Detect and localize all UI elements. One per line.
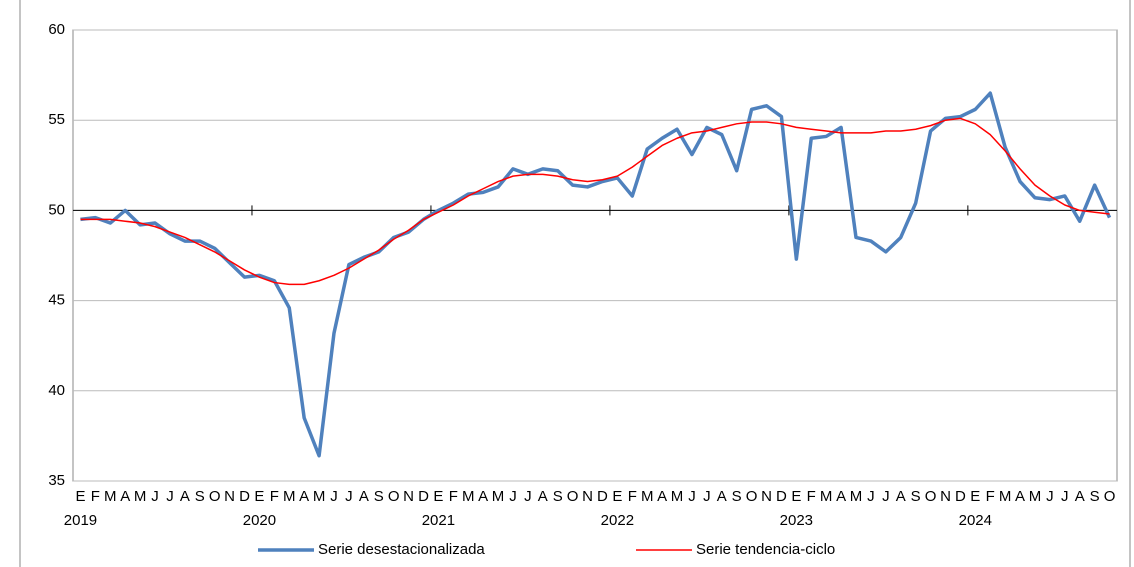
y-tick-label: 60: [48, 21, 65, 38]
x-tick-label: N: [224, 488, 235, 505]
x-tick-label: A: [180, 488, 190, 505]
x-tick-label: D: [776, 488, 787, 505]
x-tick-label: F: [270, 488, 279, 505]
x-tick-label: S: [374, 488, 384, 505]
x-tick-label: O: [925, 488, 937, 505]
x-tick-label: F: [91, 488, 100, 505]
x-tick-label: A: [120, 488, 130, 505]
x-tick-label: M: [671, 488, 684, 505]
legend-label: Serie tendencia-ciclo: [696, 541, 835, 558]
x-tick-label: D: [418, 488, 429, 505]
x-tick-label: F: [986, 488, 995, 505]
x-tick-label: F: [449, 488, 458, 505]
x-tick-label: M: [820, 488, 833, 505]
x-tick-label: F: [807, 488, 816, 505]
x-tick-label: M: [999, 488, 1012, 505]
x-tick-label: J: [1046, 488, 1054, 505]
x-tick-label: J: [509, 488, 517, 505]
x-tick-label: A: [717, 488, 727, 505]
x-tick-label: M: [850, 488, 863, 505]
x-tick-label: J: [867, 488, 875, 505]
x-tick-label: A: [1015, 488, 1025, 505]
year-label: 2023: [780, 512, 813, 529]
x-tick-label: M: [104, 488, 117, 505]
x-tick-label: A: [836, 488, 846, 505]
x-tick-label: E: [612, 488, 622, 505]
year-label: 2024: [959, 512, 992, 529]
x-tick-label: J: [330, 488, 338, 505]
x-tick-label: O: [567, 488, 579, 505]
x-tick-label: S: [1090, 488, 1100, 505]
x-tick-label: A: [896, 488, 906, 505]
y-tick-label: 50: [48, 201, 65, 218]
y-tick-label: 35: [48, 472, 65, 489]
x-tick-label: O: [209, 488, 221, 505]
x-tick-label: A: [299, 488, 309, 505]
year-label: 2019: [64, 512, 97, 529]
x-tick-label: A: [657, 488, 667, 505]
x-tick-label: S: [911, 488, 921, 505]
year-label: 2022: [601, 512, 634, 529]
x-tick-label: D: [239, 488, 250, 505]
x-tick-label: E: [791, 488, 801, 505]
x-tick-label: S: [195, 488, 205, 505]
x-tick-label: J: [688, 488, 696, 505]
x-tick-label: J: [166, 488, 174, 505]
x-tick-label: O: [746, 488, 758, 505]
x-tick-label: O: [388, 488, 400, 505]
x-tick-label: N: [761, 488, 772, 505]
series-line: [80, 91, 1112, 458]
legend-label: Serie desestacionalizada: [318, 541, 485, 558]
x-tick-label: N: [940, 488, 951, 505]
x-tick-label: D: [955, 488, 966, 505]
x-tick-label: S: [732, 488, 742, 505]
x-tick-label: M: [134, 488, 147, 505]
x-tick-label: E: [75, 488, 85, 505]
plot-area: [72, 29, 1118, 482]
x-tick-label: E: [254, 488, 264, 505]
x-tick-label: J: [1061, 488, 1069, 505]
x-tick-label: M: [462, 488, 475, 505]
x-tick-label: J: [524, 488, 532, 505]
x-tick-label: M: [313, 488, 326, 505]
x-tick-label: M: [283, 488, 296, 505]
year-label: 2021: [422, 512, 455, 529]
y-tick-label: 45: [48, 292, 65, 309]
series-line: [80, 117, 1110, 286]
year-label: 2020: [243, 512, 276, 529]
x-tick-label: M: [641, 488, 654, 505]
y-tick-label: 40: [48, 382, 65, 399]
x-tick-label: N: [403, 488, 414, 505]
x-tick-label: A: [478, 488, 488, 505]
x-tick-label: N: [582, 488, 593, 505]
y-tick-label: 55: [48, 111, 65, 128]
x-tick-label: E: [970, 488, 980, 505]
x-tick-label: J: [703, 488, 711, 505]
x-tick-label: A: [359, 488, 369, 505]
x-tick-label: O: [1104, 488, 1116, 505]
x-tick-label: A: [538, 488, 548, 505]
x-tick-label: J: [882, 488, 890, 505]
x-tick-label: J: [151, 488, 159, 505]
x-tick-label: J: [345, 488, 353, 505]
x-tick-label: E: [433, 488, 443, 505]
x-tick-label: D: [597, 488, 608, 505]
x-tick-label: F: [628, 488, 637, 505]
x-tick-label: M: [1029, 488, 1042, 505]
x-tick-label: A: [1075, 488, 1085, 505]
x-tick-label: M: [492, 488, 505, 505]
x-tick-label: S: [553, 488, 563, 505]
